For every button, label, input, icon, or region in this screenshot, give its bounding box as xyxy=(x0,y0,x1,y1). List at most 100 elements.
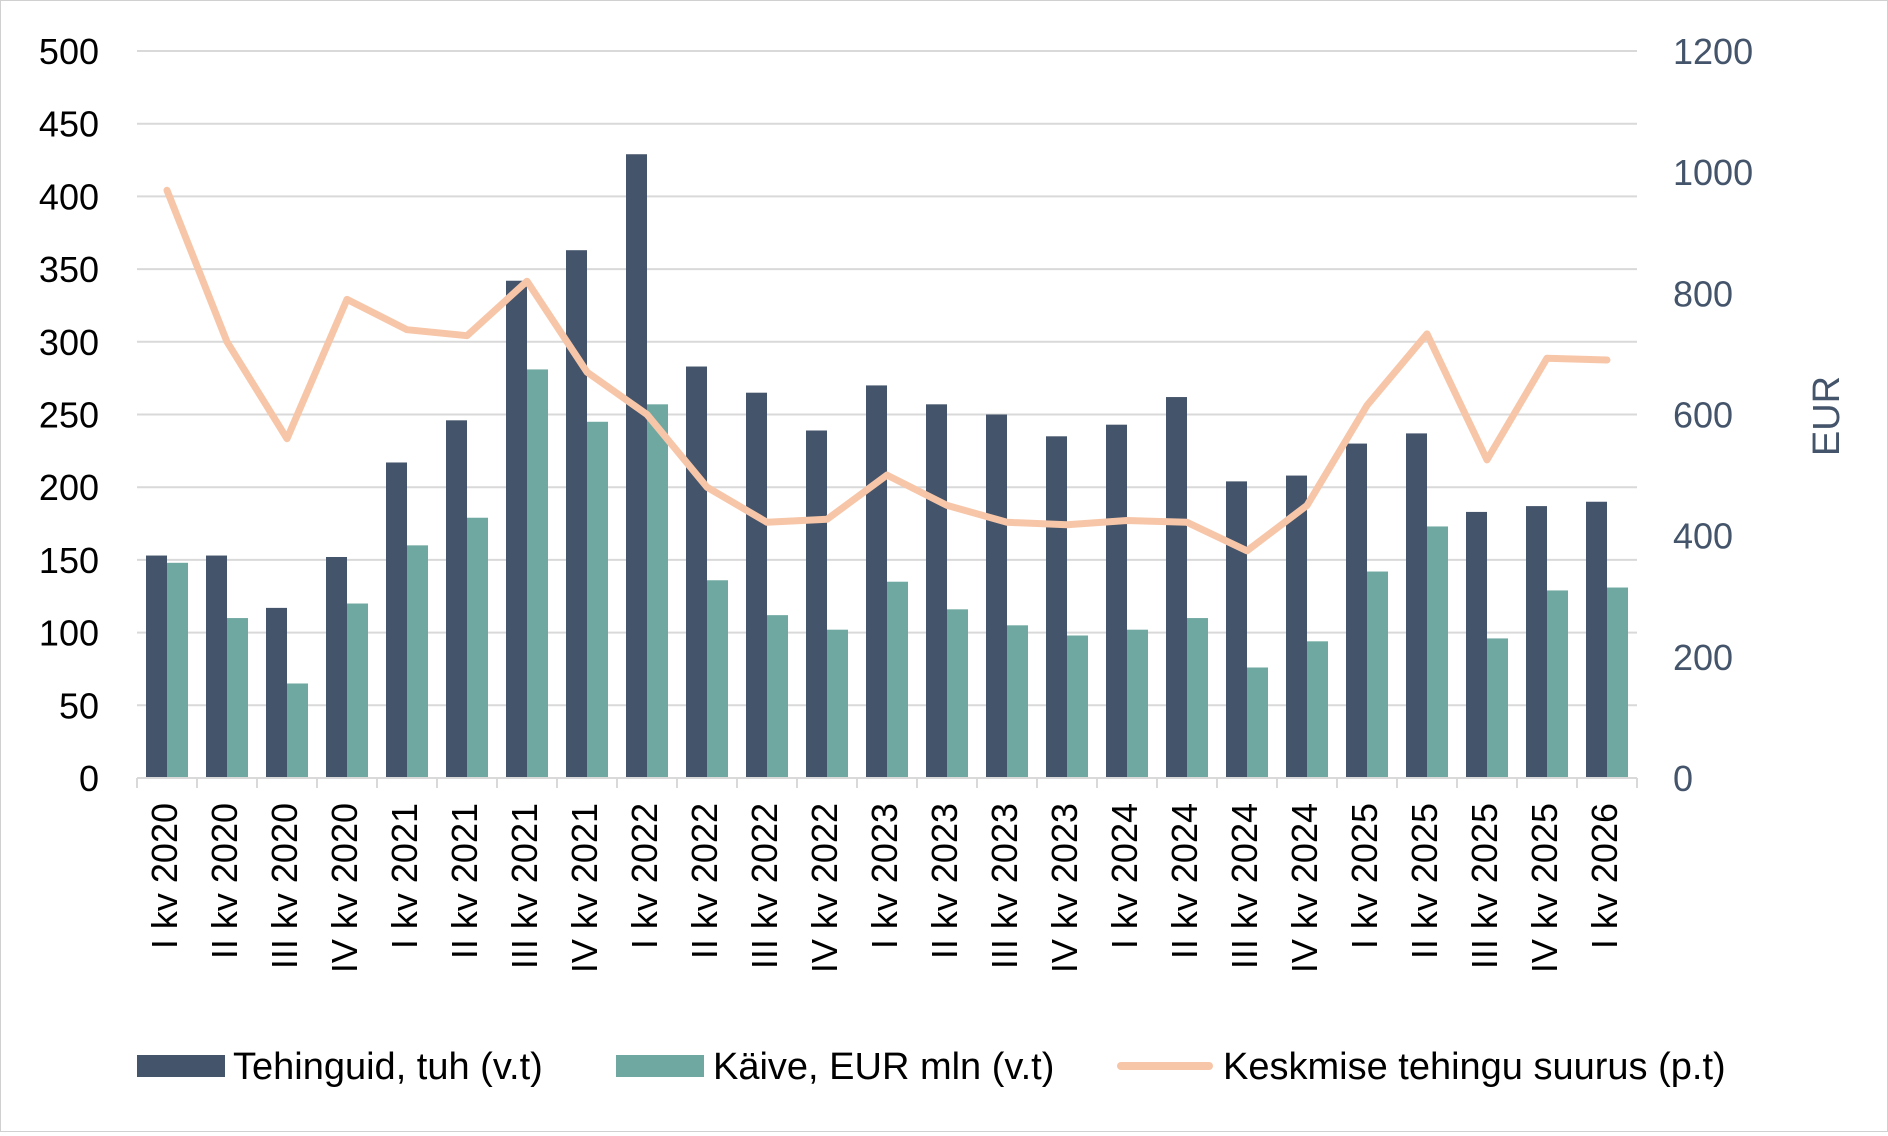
bar-tehinguid xyxy=(1586,501,1607,778)
bar-tehinguid xyxy=(1406,433,1427,778)
x-category-label: IV kv 2022 xyxy=(804,803,845,973)
bar-tehinguid xyxy=(1286,475,1307,778)
x-category-label: I kv 2024 xyxy=(1104,803,1145,949)
bar-kaive xyxy=(647,404,668,778)
right-axis-title: EUR xyxy=(1806,376,1848,456)
x-category-label: I kv 2022 xyxy=(624,803,665,949)
bar-kaive xyxy=(1547,590,1568,778)
legend-label: Keskmise tehingu suurus (p.t) xyxy=(1223,1046,1726,1088)
legend-swatch xyxy=(616,1055,704,1077)
bar-kaive xyxy=(287,683,308,778)
bar-tehinguid xyxy=(146,555,167,778)
bar-tehinguid xyxy=(746,392,767,778)
x-category-label: III kv 2021 xyxy=(504,803,545,969)
y-left-tick-label: 100 xyxy=(39,613,99,654)
bar-kaive xyxy=(527,369,548,778)
bar-tehinguid xyxy=(566,250,587,778)
y-left-tick-label: 500 xyxy=(39,31,99,72)
y-left-tick-label: 50 xyxy=(59,685,99,726)
axis-labels: 0 50 100 150 200 250 300 350 400 450 500 0 200 400 600… xyxy=(39,31,1753,973)
bar-kaive xyxy=(1607,587,1628,778)
axes xyxy=(136,777,1638,788)
x-category-label: I kv 2020 xyxy=(144,803,185,949)
bar-kaive xyxy=(467,517,488,778)
y-left-tick-label: 350 xyxy=(39,249,99,290)
bar-tehinguid xyxy=(326,556,347,778)
bar-tehinguid xyxy=(506,280,527,778)
x-category-label: III kv 2020 xyxy=(264,803,305,969)
y-left-tick-label: 200 xyxy=(39,467,99,508)
bar-kaive xyxy=(1247,667,1268,778)
bar-tehinguid xyxy=(1106,424,1127,778)
y-right-tick-label: 600 xyxy=(1673,395,1733,436)
bar-tehinguid xyxy=(446,420,467,778)
y-left-tick-label: 250 xyxy=(39,395,99,436)
x-category-label: I kv 2023 xyxy=(864,803,905,949)
legend-label: Käive, EUR mln (v.t) xyxy=(713,1046,1054,1088)
bar-kaive xyxy=(167,562,188,778)
legend-item-tehinguid: Tehinguid, tuh (v.t) xyxy=(137,1046,543,1088)
bar-tehinguid xyxy=(1226,481,1247,778)
bar-kaive xyxy=(707,580,728,778)
bar-tehinguid xyxy=(806,430,827,778)
legend-swatch xyxy=(137,1055,225,1077)
y-right-tick-label: 800 xyxy=(1673,273,1733,314)
y-left-tick-label: 450 xyxy=(39,104,99,145)
bar-kaive xyxy=(1067,635,1088,778)
x-category-label: II kv 2020 xyxy=(204,803,245,959)
x-category-label: II kv 2022 xyxy=(684,803,725,959)
y-left-tick-label: 300 xyxy=(39,322,99,363)
x-category-label: I kv 2021 xyxy=(384,803,425,949)
y-right-tick-label: 0 xyxy=(1673,758,1693,799)
x-category-label: II kv 2025 xyxy=(1404,803,1445,959)
bar-tehinguid xyxy=(206,555,227,778)
x-category-label: I kv 2026 xyxy=(1584,803,1625,949)
bar-kaive xyxy=(827,629,848,778)
bar-kaive xyxy=(1307,641,1328,778)
legend-item-kaive: Käive, EUR mln (v.t) xyxy=(616,1046,1054,1088)
bar-kaive xyxy=(347,603,368,778)
bar-kaive xyxy=(407,545,428,778)
x-category-label: IV kv 2023 xyxy=(1044,803,1085,973)
bar-kaive xyxy=(1127,629,1148,778)
x-category-label: I kv 2025 xyxy=(1344,803,1385,949)
bar-tehinguid xyxy=(1046,436,1067,778)
y-right-tick-label: 1200 xyxy=(1673,31,1753,72)
legend: Tehinguid, tuh (v.t) Käive, EUR mln (v.t)… xyxy=(137,1046,1726,1088)
y-right-tick-label: 200 xyxy=(1673,637,1733,678)
bar-kaive xyxy=(227,618,248,778)
bar-kaive xyxy=(947,609,968,778)
bar-kaive xyxy=(587,421,608,778)
bar-tehinguid xyxy=(1346,443,1367,778)
x-category-label: II kv 2024 xyxy=(1164,803,1205,959)
x-category-label: II kv 2021 xyxy=(444,803,485,959)
bar-tehinguid xyxy=(266,607,287,778)
bar-kaive xyxy=(887,581,908,778)
y-right-tick-label: 1000 xyxy=(1673,152,1753,193)
bar-tehinguid xyxy=(866,385,887,778)
legend-item-keskmise: Keskmise tehingu suurus (p.t) xyxy=(1117,1046,1726,1088)
bar-kaive xyxy=(1007,625,1028,778)
y-left-tick-label: 400 xyxy=(39,176,99,217)
x-category-label: IV kv 2025 xyxy=(1524,803,1565,973)
bar-tehinguid xyxy=(926,404,947,778)
bar-kaive xyxy=(1427,526,1448,778)
bar-tehinguid xyxy=(1466,511,1487,778)
y-left-tick-label: 150 xyxy=(39,540,99,581)
bar-tehinguid xyxy=(686,366,707,778)
x-category-label: III kv 2023 xyxy=(984,803,1025,969)
bar-kaive xyxy=(1487,638,1508,778)
x-category-label: III kv 2022 xyxy=(744,803,785,969)
bar-tehinguid xyxy=(986,414,1007,778)
bar-kaive xyxy=(767,615,788,778)
x-category-label: IV kv 2020 xyxy=(324,803,365,973)
legend-label: Tehinguid, tuh (v.t) xyxy=(233,1046,543,1088)
x-category-label: II kv 2023 xyxy=(924,803,965,959)
x-category-label: III kv 2025 xyxy=(1464,803,1505,969)
y-right-tick-label: 400 xyxy=(1673,516,1733,557)
x-category-label: IV kv 2024 xyxy=(1284,803,1325,973)
bar-tehinguid xyxy=(626,154,647,778)
line-series xyxy=(163,186,1611,555)
